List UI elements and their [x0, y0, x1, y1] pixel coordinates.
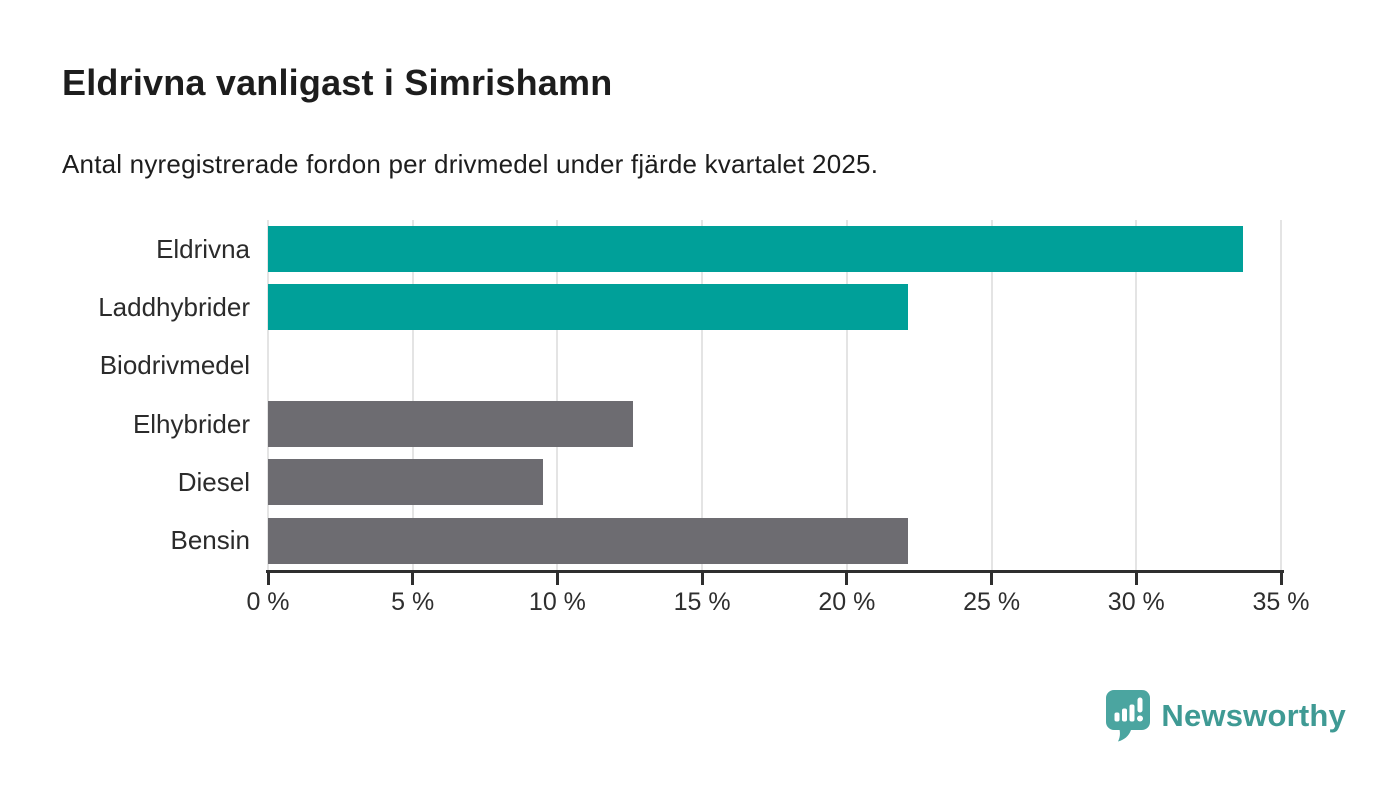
gridline — [411, 220, 414, 570]
gridline — [845, 220, 848, 570]
x-axis-tick — [990, 573, 994, 585]
category-label: Biodrivmedel — [99, 350, 250, 381]
category-label: Eldrivna — [156, 233, 250, 264]
x-axis-ticks — [266, 573, 1283, 587]
x-axis-tick — [1279, 573, 1283, 585]
bar-row — [268, 395, 1281, 453]
x-axis-tick-label: 25 % — [963, 588, 1021, 616]
brand-name: Newsworthy — [1161, 697, 1346, 733]
plot-area — [267, 220, 1282, 570]
x-axis-tick — [266, 573, 270, 585]
bar — [268, 226, 1244, 273]
gridline — [990, 220, 993, 570]
x-axis-tick-label: 35 % — [1252, 588, 1310, 616]
x-axis-line — [266, 570, 1284, 573]
x-axis-tick — [845, 573, 849, 585]
category-label: Bensin — [170, 525, 251, 556]
category-label: Diesel — [177, 466, 250, 497]
bar-row — [268, 220, 1281, 278]
x-axis-tick-label: 15 % — [673, 588, 731, 616]
bar-row — [268, 512, 1281, 570]
bar-row — [268, 278, 1281, 336]
x-axis-tick-label: 10 % — [528, 588, 586, 616]
chart-title: Eldrivna vanligast i Simrishamn — [62, 62, 613, 103]
gridline — [701, 220, 704, 570]
x-axis-tick-label: 30 % — [1107, 588, 1165, 616]
x-axis-tick-label: 20 % — [818, 588, 876, 616]
x-axis-labels: 0 % 5 % 10 % 15 % 20 % 25 % 30 % 35 % — [246, 588, 1309, 620]
bar — [268, 517, 908, 564]
bar — [268, 459, 543, 506]
x-axis-tick — [700, 573, 704, 585]
x-axis-tick — [1134, 573, 1138, 585]
category-label: Laddhybrider — [98, 291, 250, 322]
bar — [268, 284, 908, 331]
x-axis-tick — [555, 573, 559, 585]
x-axis-tick-label: 5 % — [391, 588, 435, 616]
gridline — [267, 220, 269, 570]
bar-row — [268, 337, 1281, 395]
gridline — [1135, 220, 1138, 570]
x-axis-tick-label: 0 % — [246, 588, 290, 616]
category-labels: Eldrivna Laddhybrider Biodrivmedel Elhybrid… — [0, 220, 250, 570]
bar-row — [268, 453, 1281, 511]
x-axis-tick — [411, 573, 415, 585]
newsworthy-logo-icon — [1106, 690, 1151, 742]
gridline — [556, 220, 559, 570]
category-label: Elhybrider — [132, 408, 250, 439]
chart-subtitle: Antal nyregistrerade fordon per drivmede… — [62, 149, 879, 179]
bar — [268, 401, 633, 448]
brand-footer: Newsworthy — [1105, 689, 1346, 742]
gridline — [1280, 220, 1282, 570]
